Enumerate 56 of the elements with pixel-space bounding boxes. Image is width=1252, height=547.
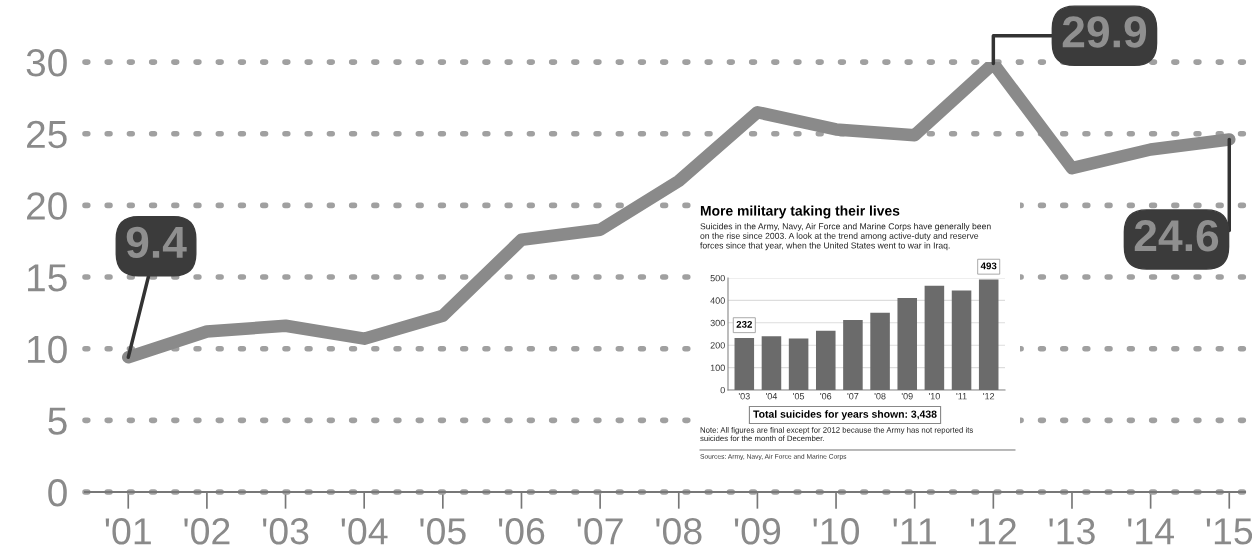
x-tick-label: '07 xyxy=(847,393,859,400)
bar xyxy=(843,320,863,390)
x-tick-label: '06 xyxy=(820,393,832,400)
x-tick-label: '11 xyxy=(893,518,936,545)
y-tick-label: 0 xyxy=(48,478,67,507)
y-tick-label: 25 xyxy=(27,120,67,149)
x-tick-label: '02 xyxy=(184,517,230,545)
x-tick-label: '06 xyxy=(498,517,545,545)
y-tick-label: 200 xyxy=(710,342,725,349)
bar xyxy=(761,336,782,390)
x-tick-label: '08 xyxy=(874,393,886,400)
x-tick-label: '14 xyxy=(1128,518,1174,545)
chart-subtitle: Suicides in the Army, Navy, Air Force and Marine Corps have generally been on the rise since 2003. A look at the trend among active-duty and reserve forces since that year, when the United States went to war in Iraq. xyxy=(700,223,991,251)
x-tick-label: '01 xyxy=(105,517,151,545)
x-tick-label: '15 xyxy=(1206,518,1252,545)
bar xyxy=(788,338,809,390)
bar xyxy=(870,312,890,390)
x-tick-label: '04 xyxy=(766,393,778,400)
bar xyxy=(897,297,918,390)
x-tick-label: '11 xyxy=(956,393,967,400)
y-tick-label: 100 xyxy=(710,364,725,371)
x-tick-label: '03 xyxy=(263,517,309,545)
y-tick-label: 500 xyxy=(710,274,725,282)
x-tick-label: '10 xyxy=(928,393,940,400)
x-tick-label: '05 xyxy=(793,393,805,400)
data-label: 24.6 xyxy=(1134,219,1219,252)
x-tick-label: '03 xyxy=(738,393,750,400)
x-tick-label: '08 xyxy=(656,517,702,545)
bar xyxy=(978,279,999,390)
y-tick-label: 300 xyxy=(710,319,725,327)
x-tick-label: '05 xyxy=(420,517,466,545)
bar xyxy=(951,290,972,390)
x-tick-label: '12 xyxy=(970,517,1016,545)
x-tick-label: '12 xyxy=(983,393,995,400)
data-label: 493 xyxy=(980,262,997,270)
x-tick-label: '10 xyxy=(813,517,860,545)
y-tick-label: 30 xyxy=(26,49,67,77)
chart-title: More military taking their lives xyxy=(700,205,900,219)
y-tick-label: 20 xyxy=(27,192,67,220)
x-tick-label: '09 xyxy=(901,393,913,400)
x-tick-label: '07 xyxy=(577,517,623,545)
y-tick-label: 0 xyxy=(720,386,725,394)
y-tick-label: 5 xyxy=(48,407,67,435)
data-label: 232 xyxy=(736,320,753,328)
bar xyxy=(924,285,945,390)
y-tick-label: 400 xyxy=(710,297,725,304)
data-label: 29.9 xyxy=(1062,16,1147,48)
x-tick-label: '04 xyxy=(341,517,388,545)
y-tick-label: 15 xyxy=(28,264,67,292)
y-tick-label: 10 xyxy=(28,335,67,364)
x-tick-label: '09 xyxy=(734,517,781,545)
x-tick-label: '13 xyxy=(1049,517,1095,545)
bar xyxy=(815,330,836,390)
data-label: 9.4 xyxy=(126,226,187,259)
annotation: Total suicides for years shown: 3,438 xyxy=(753,410,937,420)
bar xyxy=(734,338,755,390)
